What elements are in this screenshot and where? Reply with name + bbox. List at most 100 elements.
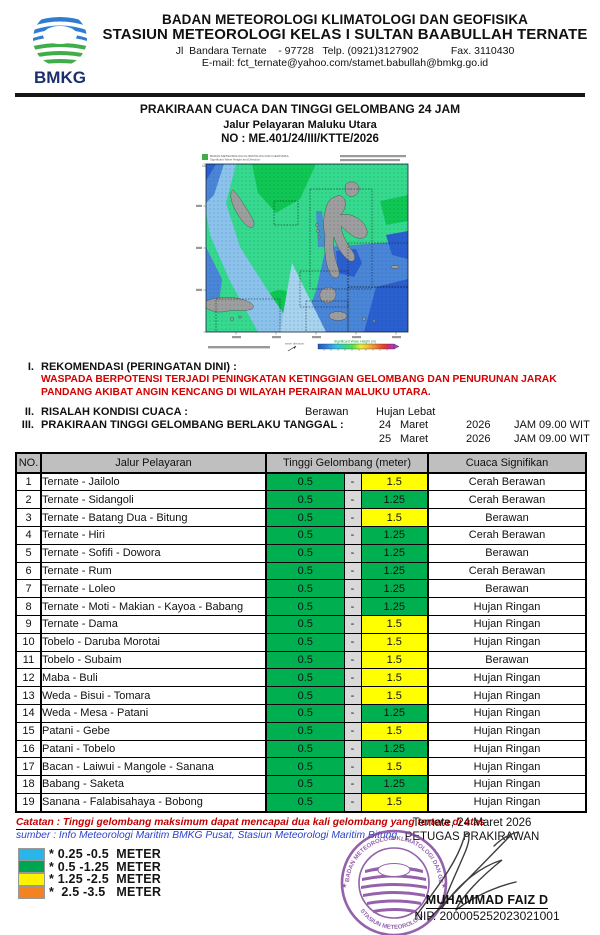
weather-cell: Hujan Ringan: [427, 614, 587, 634]
station-email: E-mail: fct_ternate@yahoo.com/stamet.bab…: [201, 57, 489, 70]
wave-max-cell: 1.5: [360, 757, 429, 777]
forecaster-nip: NIP. 200005252023021001: [414, 909, 560, 923]
bmkg-logo-icon: BMKG: [33, 12, 87, 86]
wave-table-body: 1 Ternate - Jailolo 0.5-1.5 Cerah Berawan 2 T…: [15, 472, 587, 813]
row-number-cell: 3: [15, 508, 42, 527]
wave-dash-cell: -: [343, 650, 362, 670]
row-number-cell: 12: [15, 668, 42, 688]
wave-min-cell: 0.5: [265, 721, 345, 741]
section-prakiraan: III. PRAKIRAAN TINGGI GELOMBANG BERLAKU …: [18, 418, 590, 447]
wave-dash-cell: -: [343, 614, 362, 634]
wave-min-cell: 0.5: [265, 508, 345, 527]
wave-min-cell: 0.5: [265, 792, 345, 813]
map-title-1: BADAN METEOROLOGI KLIMATOLOGI DAN GEOFIS…: [210, 154, 289, 158]
wave-max-cell: 1.25: [360, 543, 429, 563]
table-row: 17 Bacan - Laiwui - Mangole - Sanana 0.5-1…: [15, 757, 587, 777]
weather-summary-2: Hujan Lebat: [376, 405, 436, 418]
legend-item: * 2.5 -3.5 METER: [18, 885, 600, 899]
weather-cell: Hujan Ringan: [427, 668, 587, 688]
wave-dash-cell: -: [343, 490, 362, 510]
weather-cell: Berawan: [427, 579, 587, 599]
wave-dash-cell: -: [343, 508, 362, 527]
wave-max-cell: 1.25: [360, 579, 429, 599]
wave-min-cell: 0.5: [265, 775, 345, 794]
row-number-cell: 13: [15, 686, 42, 705]
wave-max-cell: 1.5: [360, 686, 429, 705]
table-row: 19 Sanana - Falabisahaya - Bobong 0.5-1.5 H…: [15, 792, 587, 813]
row-number-cell: 7: [15, 579, 42, 599]
weather-cell: Cerah Berawan: [427, 561, 587, 581]
section-numeral: III.: [21, 418, 34, 431]
route-cell: Bacan - Laiwui - Mangole - Sanana: [40, 757, 267, 777]
weather-cell: Cerah Berawan: [427, 472, 587, 492]
route-cell: Ternate - Sofifi - Dowora: [40, 543, 267, 563]
validity-dates: 24 Maret 2026 JAM 09.00 WIT 25 Maret 2026 JAM 0…: [370, 419, 600, 447]
document-title: PRAKIRAAN CUACA DAN TINGGI GELOMBANG 24 …: [0, 102, 600, 147]
wave-max-cell: 1.5: [360, 508, 429, 527]
route-cell: Tobelo - Subaim: [40, 650, 267, 670]
note-underline: [16, 828, 304, 830]
legend-label: * 0.25 -0.5 METER: [49, 847, 161, 862]
wave-min-cell: 0.5: [265, 579, 345, 599]
colorbar-ticks: [323, 348, 388, 351]
date-part: Maret: [400, 418, 429, 431]
weather-cell: Hujan Ringan: [427, 739, 587, 759]
wave-dash-cell: -: [343, 721, 362, 741]
risalah-label: RISALAH KONDISI CUACA :: [41, 405, 188, 418]
row-number-cell: 4: [15, 525, 42, 545]
wave-dash-cell: -: [343, 792, 362, 813]
table-header-row: NO. Jalur Pelayaran Tinggi Gelombang (me…: [15, 452, 587, 474]
station-address: Jl Bandara Ternate - 97728 Telp. (0921)3…: [175, 45, 515, 58]
station-name: STASIUN METEOROLOGI KELAS I SULTAN BAABU…: [102, 26, 588, 44]
wave-min-cell: 0.5: [265, 472, 345, 492]
wave-dash-cell: -: [343, 739, 362, 759]
wave-direction-label: wave direction: [285, 341, 305, 345]
validity-date-row: 24 Maret 2026 JAM 09.00 WIT: [370, 419, 600, 433]
wave-dash-cell: -: [343, 668, 362, 688]
table-row: 3 Ternate - Batang Dua - Bitung 0.5-1.5 Ber…: [15, 508, 587, 527]
legend-item: * 0.25 -0.5 METER: [18, 847, 600, 862]
wave-min-cell: 0.5: [265, 739, 345, 759]
weather-cell: Hujan Ringan: [427, 597, 587, 616]
row-number-cell: 15: [15, 721, 42, 741]
section-risalah: II. RISALAH KONDISI CUACA : Berawan Huja…: [18, 406, 585, 418]
legend-swatch: [18, 885, 45, 899]
row-number-cell: 1: [15, 472, 42, 492]
date-part: 2026: [466, 418, 491, 431]
weather-cell: Berawan: [427, 650, 587, 670]
table-row: 18 Babang - Saketa 0.5-1.25 Hujan Ringan: [15, 775, 587, 794]
wave-dash-cell: -: [343, 703, 362, 723]
table-row: 9 Ternate - Dama 0.5-1.5 Hujan Ringan: [15, 614, 587, 634]
signature-scribble: [415, 831, 519, 921]
title-line-1: PRAKIRAAN CUACA DAN TINGGI GELOMBANG 24 …: [139, 102, 461, 116]
note-line: Catatan : Tinggi gelombang maksimum dapa…: [16, 816, 582, 830]
official-stamp: BADAN METEOROLOGI KLIMATOLOGI DAN GEOFIS…: [331, 826, 448, 935]
wave-max-cell: 1.25: [360, 561, 429, 581]
route-cell: Sanana - Falabisahaya - Bobong: [40, 792, 267, 813]
route-cell: Weda - Mesa - Patani: [40, 703, 267, 723]
wave-max-cell: 1.5: [360, 721, 429, 741]
section-rekomendasi: I. REKOMENDASI (PERINGATAN DINI) :: [18, 361, 585, 373]
source-line: sumber : Info Meteorologi Maritim BMKG P…: [16, 829, 398, 841]
row-number-cell: 6: [15, 561, 42, 581]
wave-max-cell: 1.25: [360, 597, 429, 616]
wave-dash-cell: -: [343, 686, 362, 705]
header-no: NO.: [15, 452, 42, 474]
wave-height-map: BADAN METEOROLOGI KLIMATOLOGI DAN GEOFIS…: [188, 150, 425, 355]
legend-swatch: [18, 847, 45, 861]
row-number-cell: 14: [15, 703, 42, 723]
map-plot-area: [206, 163, 408, 332]
legend-label: * 1.25 -2.5 METER: [49, 872, 161, 887]
note-text: Catatan : Tinggi gelombang maksimum dapa…: [16, 816, 486, 828]
wave-max-cell: 1.5: [360, 632, 429, 652]
header-route: Jalur Pelayaran: [40, 452, 267, 474]
document-number: NO : ME.401/24/III/KTTE/2026: [221, 132, 379, 145]
weather-cell: Hujan Ringan: [427, 792, 587, 813]
route-cell: Ternate - Loleo: [40, 579, 267, 599]
axis-tick-labels: [196, 204, 401, 339]
legend-label: * 0.5 -1.25 METER: [49, 859, 161, 874]
validity-date-row: 25 Maret 2026 JAM 09.00 WIT: [370, 433, 600, 447]
date-part: 2026: [466, 432, 491, 445]
route-cell: Maba - Buli: [40, 668, 267, 688]
